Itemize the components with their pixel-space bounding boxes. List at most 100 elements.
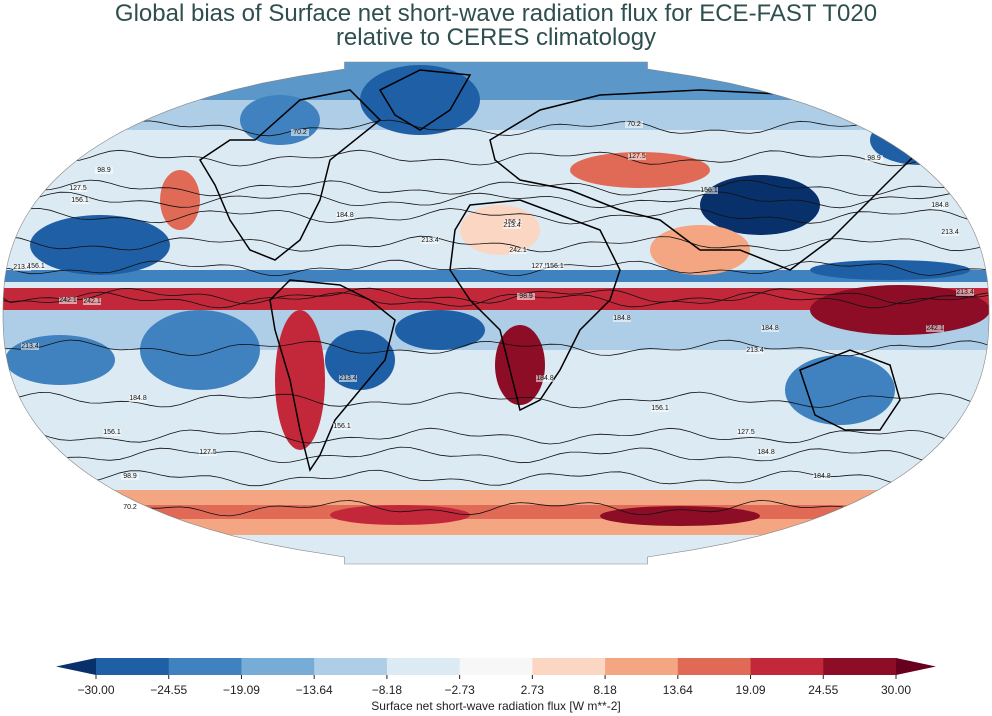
contour-label: 184.8 — [129, 395, 147, 402]
contour-label-bg — [651, 405, 669, 412]
contour-label-bg — [83, 298, 101, 305]
contour-line — [3, 391, 989, 409]
contour-label-bg — [757, 449, 775, 456]
contour-label-bg — [121, 473, 139, 480]
contour-label-bg — [761, 325, 779, 332]
colorbar-tick-label: −19.09 — [222, 683, 260, 697]
contour-label-bg — [625, 121, 643, 128]
contour-label: 184.8 — [536, 375, 554, 382]
contour-line — [3, 291, 989, 309]
contour-label-bg — [333, 423, 351, 430]
contour-label: 156.1 — [700, 187, 718, 194]
contour-label: 70.2 — [293, 129, 307, 136]
contour-label-bg — [95, 167, 113, 174]
contour-line — [3, 339, 989, 357]
colorbar — [56, 658, 936, 679]
colorbar-tick-label: 8.18 — [593, 683, 617, 697]
contour-label: 184.8 — [613, 315, 631, 322]
contour-label-bg — [531, 263, 549, 270]
colorbar-tick-label: 2.73 — [520, 683, 545, 697]
colorbar-segment — [532, 658, 606, 675]
colorbar-tick-label: −13.64 — [295, 683, 333, 697]
contour-label-bg — [546, 263, 564, 270]
contour-label-bg — [737, 429, 755, 436]
contour-label: 213.4 — [746, 347, 764, 354]
contour-label-bg — [813, 473, 831, 480]
colorbar-tick-label: −30.00 — [77, 683, 115, 697]
contour-label-bg — [13, 264, 31, 271]
contour-line — [3, 191, 989, 209]
contour-line — [3, 207, 989, 225]
contour-label-bg — [339, 375, 357, 382]
colorbar-segment — [750, 658, 824, 675]
contour-line — [3, 427, 989, 445]
contour-label: 184.8 — [761, 325, 779, 332]
map-boundary — [2, 61, 990, 565]
contour-label: 70.2 — [123, 504, 137, 511]
contour-label-bg — [865, 155, 883, 162]
contour-label: 127.5 — [737, 429, 755, 436]
contour-label: 156.1 — [27, 263, 45, 270]
contour-label-bg — [71, 197, 89, 204]
contour-label-bg — [199, 449, 217, 456]
contour-label: 156.1 — [71, 197, 89, 204]
contour-line — [3, 149, 989, 167]
colorbar-segment — [605, 658, 679, 675]
contour-label-bg — [129, 395, 147, 402]
contour-label: 70.2 — [627, 121, 641, 128]
contour-lines — [3, 119, 989, 517]
contour-label: 156.1 — [546, 263, 564, 270]
contour-line — [3, 446, 989, 464]
contour-label: 213.4 — [503, 222, 521, 229]
contour-label: 98.9 — [867, 155, 881, 162]
contour-line — [3, 179, 989, 197]
contour-line — [3, 119, 989, 137]
contour-label-bg — [121, 504, 139, 511]
contour-label: 242.1 — [509, 247, 527, 254]
contour-label-bg — [59, 297, 77, 304]
contour-label-bg — [941, 229, 959, 236]
chart-title-line2: relative to CERES climatology — [335, 24, 657, 51]
contour-label-bg — [21, 343, 39, 350]
contour-label-bg — [421, 237, 439, 244]
colorbar-segment — [677, 658, 752, 675]
contour-label-bg — [700, 187, 718, 194]
colorbar-segment — [459, 658, 533, 675]
contour-label-bg — [27, 263, 45, 270]
contour-label: 213.4 — [421, 237, 439, 244]
contour-label-bg — [613, 315, 631, 322]
colorbar-tick-label: −24.55 — [150, 683, 188, 697]
colorbar-tick-label: 13.64 — [662, 683, 693, 697]
colorbar-tick-label: −8.18 — [371, 683, 403, 697]
contour-label: 98.9 — [97, 167, 111, 174]
colorbar-segment — [823, 658, 897, 675]
chart-title-line1: Global bias of Surface net short-wave ra… — [114, 0, 878, 27]
colorbar-extend-max — [896, 658, 936, 675]
colorbar-segment — [314, 658, 388, 675]
contour-label: 127.5 — [199, 449, 217, 456]
contour-line — [3, 499, 989, 517]
contour-label-bg — [503, 222, 521, 229]
colorbar-extend-min — [56, 658, 96, 675]
colorbar-tick-label: 24.55 — [808, 683, 839, 697]
contour-label: 213.4 — [956, 289, 974, 296]
contour-label-bg — [103, 429, 121, 436]
contour-label-bg — [336, 212, 354, 219]
contour-label: 127.5 — [69, 185, 87, 192]
contour-label: 242.1 — [83, 298, 101, 305]
contour-line — [3, 259, 989, 276]
contour-label: 127.5 — [628, 153, 646, 160]
contour-label: 184.8 — [813, 473, 831, 480]
contour-label-bg — [746, 347, 764, 354]
contour-label: 213.4 — [941, 229, 959, 236]
contour-label: 242.1 — [926, 325, 944, 332]
contour-label: 213.4 — [13, 264, 31, 271]
contour-label-bg — [931, 202, 949, 209]
contour-label-bg — [69, 185, 87, 192]
colorbar-segment — [168, 658, 242, 675]
contour-label-bg — [536, 375, 554, 382]
contour-label: 213.4 — [21, 343, 39, 350]
contour-label-bg — [926, 325, 944, 332]
contour-label: 98.9 — [123, 473, 137, 480]
